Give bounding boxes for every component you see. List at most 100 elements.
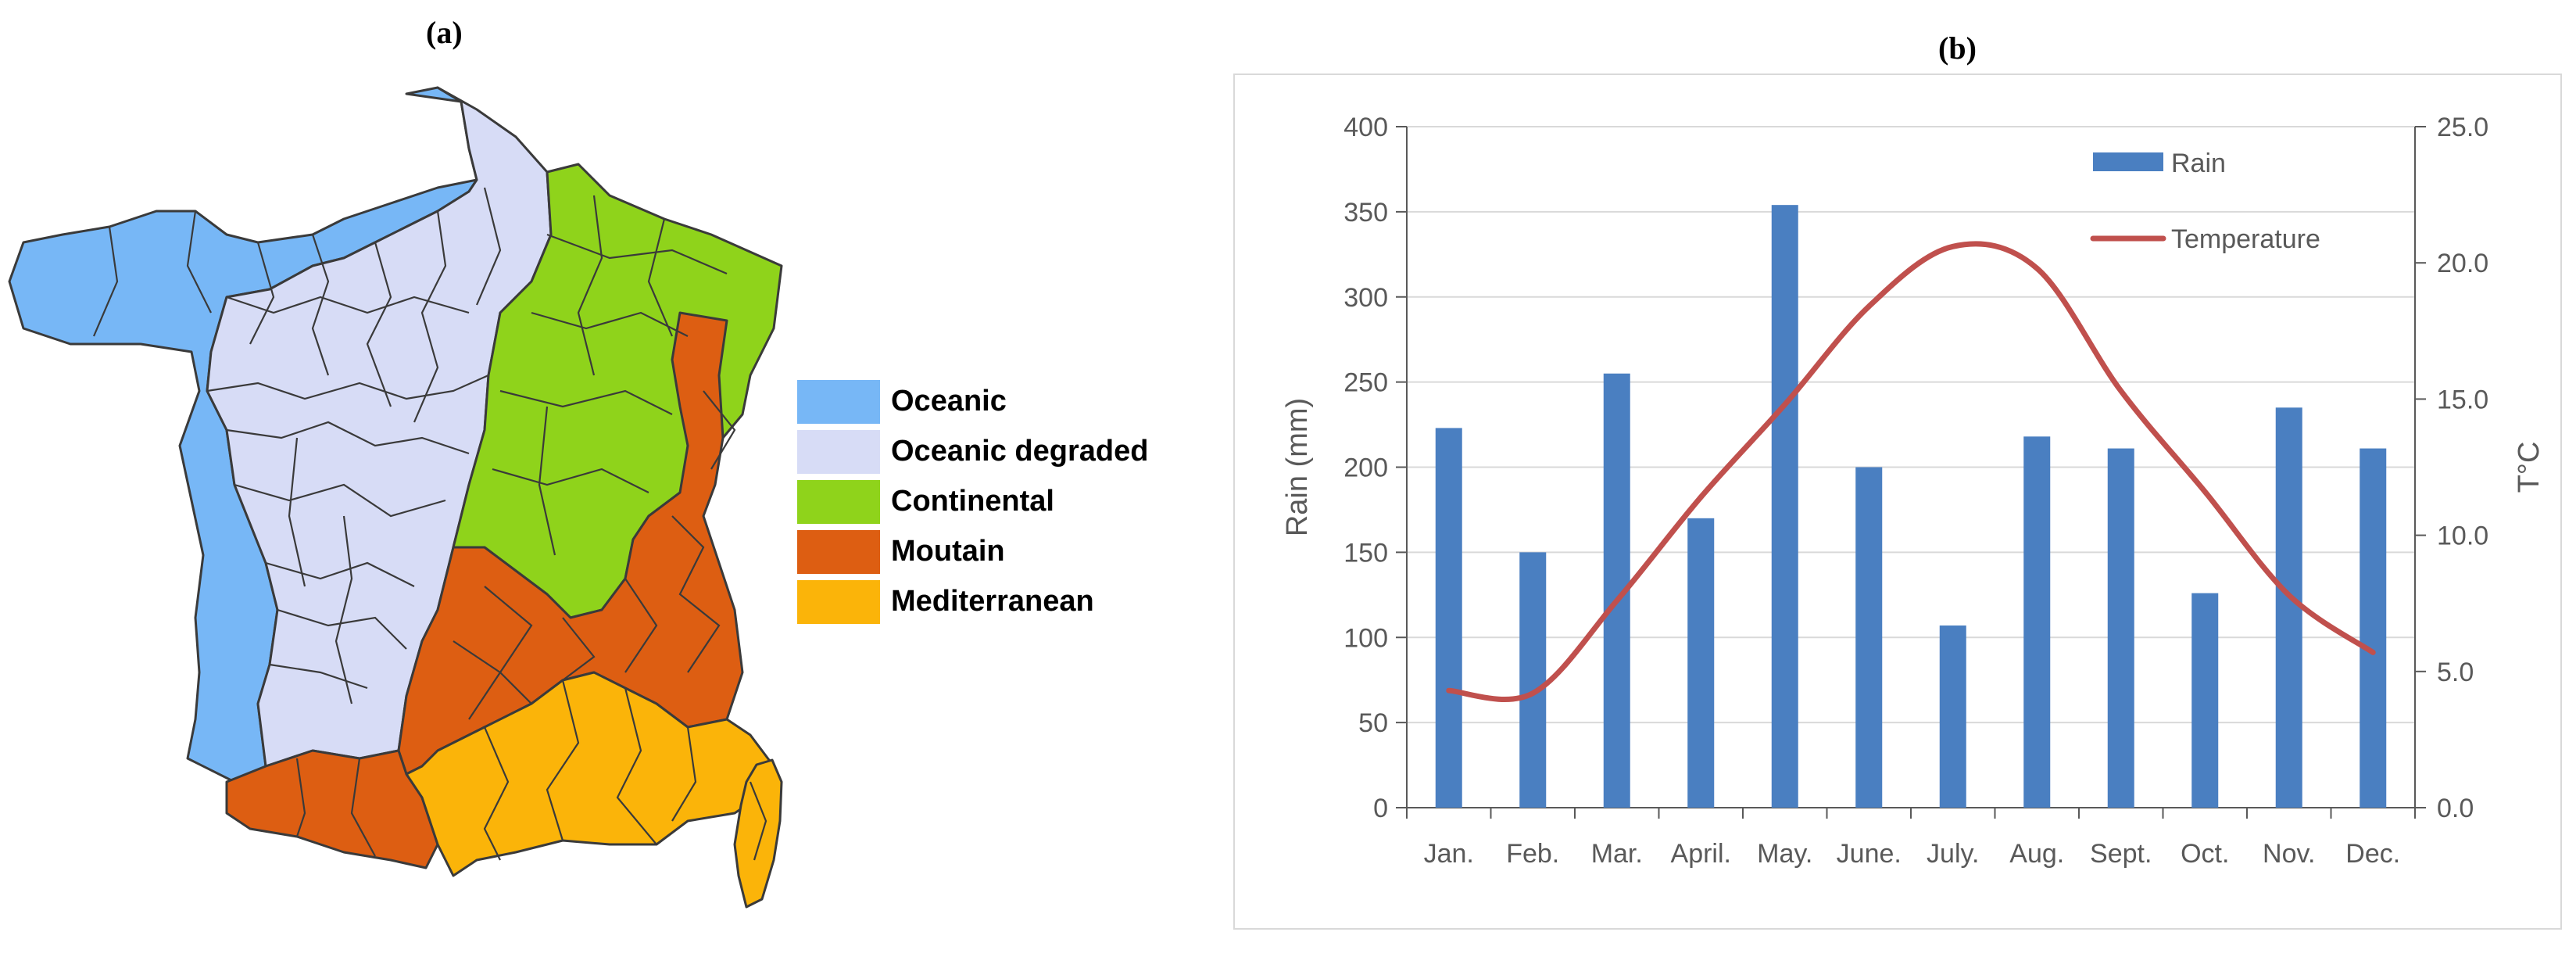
temperature-point [1698,494,1704,500]
x-axis-ticks: Jan. Feb. Mar. April. May. June. July. Aug. Sept… [1406,808,2416,869]
temperature-point [2370,650,2376,655]
legend-swatch [797,430,880,474]
x-tick-label: Aug. [2009,839,2064,869]
x-tick-label: Oct. [2181,839,2229,869]
rain-bar [2023,436,2051,808]
y-tick-label: 350 [1343,198,1388,228]
y-tick-label: 100 [1343,623,1388,653]
mediterranean-zone [733,758,783,909]
rain-bar [2275,407,2302,808]
panel-a-label: (a) [426,15,463,50]
panel-b-label: (b) [1938,30,1977,66]
department-border [749,781,767,861]
department-border [277,608,407,650]
x-tick-label: Dec. [2345,839,2400,869]
temperature-point [1614,598,1619,604]
legend-label: Oceanic [891,385,1007,418]
department-border [483,726,510,861]
y-axis-title: Rain (mm) [1281,398,1314,536]
x-tick-label: April. [1671,839,1731,869]
x-tick-label: Feb. [1506,839,1559,869]
department-border [226,421,470,455]
legend-label: Mediterranean [891,585,1094,618]
department-border [288,437,306,587]
rain-bar [1435,428,1462,808]
department-border [546,679,580,841]
department-border [226,296,470,314]
department-border [413,210,447,423]
temperature-point [1782,402,1787,407]
department-border [269,663,368,690]
temperature-point [2118,388,2123,393]
department-border [335,515,353,704]
legend-temperature-label: Temperature [2171,224,2320,254]
legend-swatch [797,380,880,424]
y-tick-label: 50 [1358,708,1388,738]
department-border [624,578,658,673]
y2-tick-label: 10.0 [2437,522,2488,551]
chart-legend: Rain Temperature [2090,149,2320,254]
legend-swatch [797,480,880,524]
y-tick-label: 0 [1373,794,1388,823]
department-border [453,640,502,720]
department-border [546,233,728,275]
rain-bar [1687,518,1715,808]
rain-bar [2107,448,2134,808]
y2-axis-ticks: 0.0 5.0 10.0 15.0 20.0 25.0 [2415,113,2488,823]
temperature-point [1866,303,1872,309]
y2-tick-label: 25.0 [2437,113,2488,142]
x-tick-label: Nov. [2263,839,2315,869]
y2-tick-label: 5.0 [2437,658,2474,687]
department-border [531,311,689,337]
y2-tick-label: 0.0 [2437,794,2474,823]
temperature-point [1950,244,1955,249]
rain-bars [1435,205,2387,808]
legend-label: Oceanic degraded [891,435,1149,468]
france-climate-map [8,86,783,909]
department-border [671,515,721,673]
department-border [647,218,674,337]
department-border [206,374,489,400]
department-border [499,389,673,415]
legend-swatch [797,530,880,574]
temperature-line [1446,241,2376,702]
temperature-point [1446,688,1451,694]
legend-rain-label: Rain [2171,149,2226,178]
y-tick-label: 150 [1343,538,1388,568]
gridlines [1407,126,2415,808]
rain-bar [2191,593,2219,808]
y-tick-label: 250 [1343,368,1388,398]
department-border [475,187,502,306]
department-border [92,226,119,337]
y2-tick-label: 15.0 [2437,385,2488,414]
department-border [492,468,649,493]
y-tick-label: 400 [1343,113,1388,142]
rain-bar [1939,626,1966,808]
temperature-points [1446,244,2376,696]
department-border [186,210,212,314]
y2-tick-label: 20.0 [2437,249,2488,278]
legend-swatch [797,580,880,624]
x-tick-label: May. [1757,839,1812,869]
y-tick-label: 300 [1343,283,1388,313]
x-tick-label: Jan. [1424,839,1474,869]
chart-frame: 0 50 100 150 200 250 300 350 400 0.0 5.0 10.0 15.0 20… [1233,73,2562,930]
temperature-point [1530,690,1536,696]
department-border [577,195,603,376]
department-border [366,242,392,407]
rain-bar [1519,552,1547,808]
temperature-point [2034,266,2040,271]
department-border [249,242,275,345]
department-border [265,561,415,587]
temperature-point [2202,489,2208,494]
department-border [538,406,556,556]
legend-label: Moutain [891,535,1005,568]
y2-axis-title: T°C [2513,442,2546,493]
department-border [311,234,330,376]
x-tick-label: July. [1927,839,1979,869]
y-axis-ticks: 0 50 100 150 200 250 300 350 400 [1343,113,1407,823]
rain-bar [1771,205,1798,808]
department-border [616,687,657,845]
rain-temperature-chart: 0 50 100 150 200 250 300 350 400 0.0 5.0 10.0 15.0 20… [1281,113,2546,869]
x-tick-label: June. [1837,839,1902,869]
